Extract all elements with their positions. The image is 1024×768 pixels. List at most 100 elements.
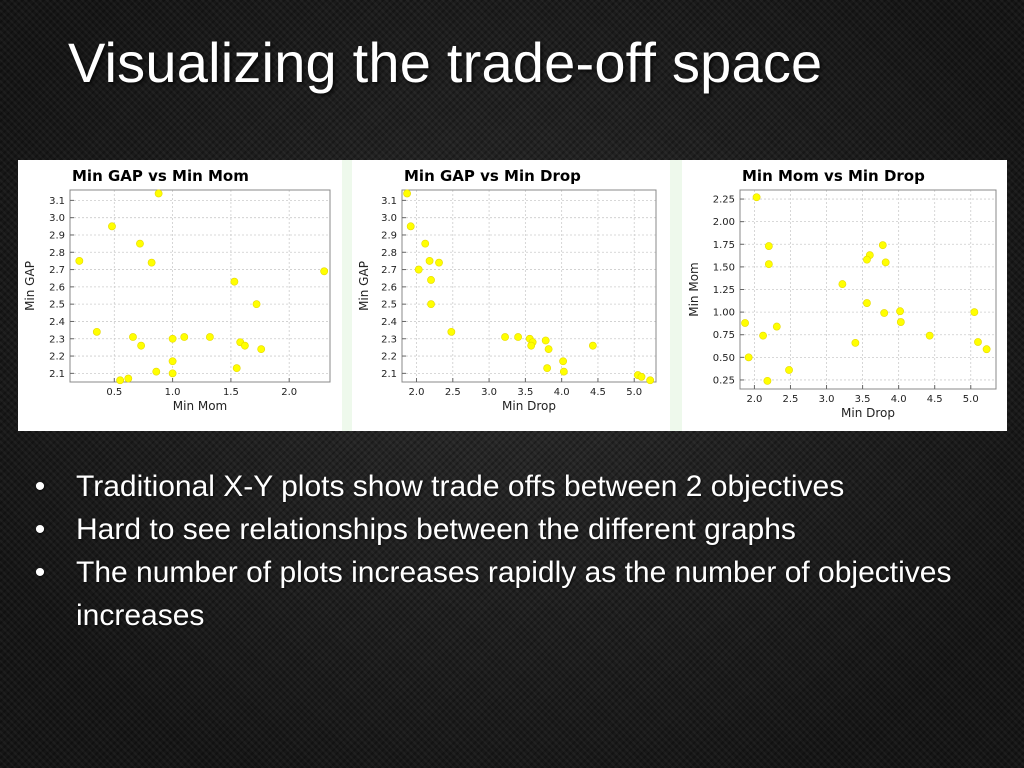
y-tick-label: 2.3	[381, 334, 397, 345]
x-tick-label: 0.5	[106, 387, 122, 398]
x-tick-label: 4.5	[590, 387, 606, 398]
y-axis-label: Min GAP	[357, 261, 371, 311]
data-point	[147, 258, 156, 267]
y-tick-label: 2.2	[381, 352, 397, 363]
x-tick-label: 2.0	[409, 387, 425, 398]
data-point	[544, 345, 553, 354]
data-point	[863, 255, 871, 264]
bullet-text: Traditional X-Y plots show trade offs be…	[76, 470, 845, 503]
x-tick-label: 2.0	[746, 394, 762, 405]
y-axis-label: Min GAP	[23, 261, 37, 311]
panel-divider	[670, 160, 682, 431]
bullet-item: • Traditional X-Y plots show trade offs …	[30, 465, 1010, 508]
data-point	[559, 367, 568, 376]
data-point	[527, 341, 536, 350]
data-point	[646, 376, 655, 385]
data-point	[168, 369, 177, 378]
data-point	[136, 239, 144, 248]
y-tick-label: 3.1	[381, 196, 397, 207]
chart-title: Min Mom vs Min Drop	[742, 167, 925, 185]
data-point	[406, 222, 415, 231]
data-point	[764, 260, 773, 269]
data-point	[851, 338, 860, 347]
y-tick-label: 1.00	[713, 308, 735, 319]
x-axis-label: Min Drop	[841, 406, 895, 420]
data-point	[168, 357, 177, 366]
data-point	[257, 345, 266, 354]
data-point	[838, 280, 847, 288]
data-point	[414, 265, 423, 274]
x-tick-label: 4.0	[554, 387, 570, 398]
data-point	[759, 331, 767, 340]
x-tick-label: 1.5	[223, 387, 239, 398]
data-point	[152, 367, 161, 376]
bullet-list: • Traditional X-Y plots show trade offs …	[30, 465, 1010, 637]
data-point	[543, 364, 552, 373]
bullet-marker: •	[34, 470, 46, 503]
chart-panel-gap-vs-drop: Min GAP vs Min Drop 2.0 2.5 3.0 3.5 4.0 4.5 5.0…	[352, 160, 670, 431]
data-point	[240, 341, 249, 350]
x-tick-label: 3.5	[855, 394, 871, 405]
data-point	[320, 267, 329, 276]
data-point	[925, 331, 934, 340]
charts-strip: Min GAP vs Min Mom 0.5 1.0 1.5 2.0 2.1 2.2 2.3 2…	[18, 160, 1007, 431]
x-axis-label: Min Drop	[502, 399, 556, 413]
data-point	[896, 318, 905, 326]
bullet-marker: •	[34, 513, 46, 546]
scatter-chart-gap-vs-drop: Min GAP vs Min Drop 2.0 2.5 3.0 3.5 4.0 4.5 5.0…	[357, 167, 657, 413]
x-tick-label: 3.5	[517, 387, 533, 398]
data-point	[252, 300, 261, 309]
data-point	[863, 299, 871, 307]
y-tick-label: 3.0	[49, 213, 65, 224]
data-point	[435, 258, 443, 267]
chart-title: Min GAP vs Min Drop	[404, 167, 581, 185]
data-point	[637, 372, 646, 381]
y-tick-label: 2.6	[49, 282, 65, 293]
data-point	[588, 341, 597, 350]
data-point	[764, 242, 773, 250]
y-tick-label: 2.3	[49, 334, 65, 345]
chart-panel-gap-vs-mom: Min GAP vs Min Mom 0.5 1.0 1.5 2.0 2.1 2.2 2.3 2…	[18, 160, 346, 431]
data-point	[881, 258, 890, 267]
y-tick-label: 0.50	[713, 353, 735, 364]
y-tick-label: 1.25	[713, 285, 735, 296]
y-tick-label: 1.50	[713, 262, 735, 273]
x-tick-label: 3.0	[481, 387, 497, 398]
y-tick-label: 0.25	[713, 375, 735, 386]
bullet-text: The number of plots increases rapidly as…	[76, 556, 952, 632]
x-tick-label: 4.0	[891, 394, 907, 405]
data-point	[108, 222, 116, 231]
y-tick-label: 3.1	[49, 196, 65, 207]
data-point	[124, 374, 133, 383]
data-point	[501, 333, 509, 341]
data-point	[878, 241, 887, 250]
data-point	[559, 357, 568, 366]
y-tick-label: 2.4	[381, 317, 397, 328]
y-tick-label: 2.7	[381, 265, 397, 276]
x-tick-label: 3.0	[819, 394, 835, 405]
data-point	[741, 319, 749, 327]
data-point	[744, 353, 753, 362]
y-tick-label: 2.1	[49, 369, 65, 380]
data-point	[970, 308, 979, 317]
data-point	[896, 307, 904, 316]
y-tick-label: 1.75	[713, 240, 735, 251]
scatter-chart-mom-vs-drop: Min Mom vs Min Drop 2.0 2.5 3.0 3.5 4.0 4.5 5.0…	[687, 167, 997, 420]
y-tick-label: 2.2	[49, 352, 65, 363]
data-point	[129, 333, 137, 341]
x-tick-label: 2.0	[281, 387, 297, 398]
data-point	[421, 239, 430, 248]
data-point	[427, 300, 435, 309]
data-point	[206, 333, 214, 341]
data-point	[974, 338, 982, 346]
x-axis-label: Min Mom	[173, 399, 228, 413]
scatter-chart-gap-vs-mom: Min GAP vs Min Mom 0.5 1.0 1.5 2.0 2.1 2.2 2.3 2…	[23, 167, 331, 413]
y-tick-label: 2.9	[49, 230, 65, 241]
data-point	[116, 376, 125, 385]
chart-title: Min GAP vs Min Mom	[72, 167, 249, 185]
x-tick-label: 1.0	[165, 387, 181, 398]
panel-divider	[342, 160, 354, 431]
x-tick-label: 4.5	[927, 394, 943, 405]
data-point	[403, 189, 411, 198]
plot-frame	[69, 189, 331, 383]
